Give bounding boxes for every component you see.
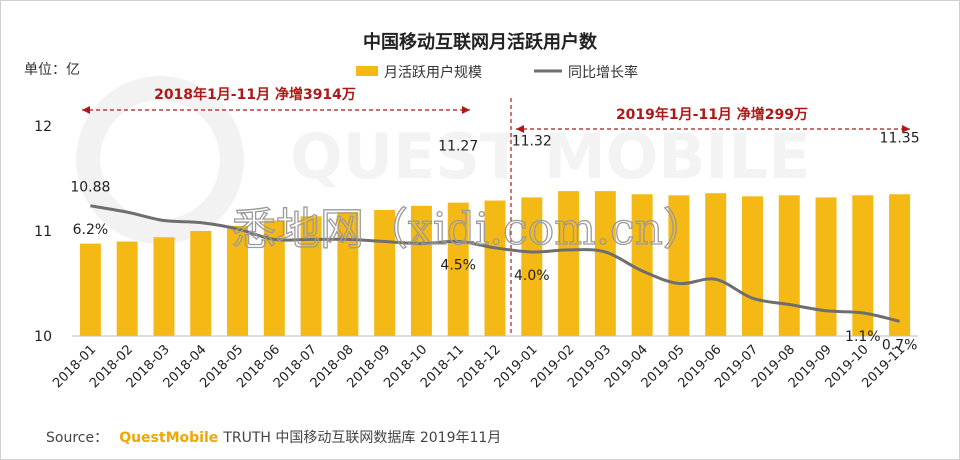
bar [337,212,359,336]
annotation-right-arrow-end-icon [902,125,910,133]
bar [558,191,580,336]
legend: 月活跃用户规模 同比增长率 [356,64,638,81]
legend-swatch-bar [356,66,378,76]
bar [484,200,506,336]
bar-series [79,191,911,336]
bar [668,195,690,336]
bar [410,205,432,336]
bar [190,231,212,336]
bar [227,225,249,336]
bar [153,237,175,336]
line-value-label: 6.2% [73,222,109,238]
brand-watermark: QUEST MOBILE [76,76,811,244]
y-axis: 10 11 12 [34,119,52,345]
line-series [90,204,900,323]
bar [705,193,727,336]
bar [741,196,763,336]
annotation-right-arrow-start-icon [516,125,524,133]
y-tick-label: 10 [34,329,52,345]
growth-line [90,204,900,323]
source-suffix: TRUTH 中国移动互联网数据库 2019年11月 [222,430,501,446]
y-tick-label: 11 [34,224,52,240]
chart-title: 中国移动互联网月活跃用户数 [363,31,598,53]
brand-watermark-text: QUEST MOBILE [290,120,811,193]
annotation-left-text: 2018年1月-11月 净增3914万 [154,86,356,103]
source-note: Source： QuestMobile TRUTH 中国移动互联网数据库 201… [46,427,501,446]
legend-label-bar: 月活跃用户规模 [384,64,482,81]
bar-value-label: 11.35 [880,130,920,146]
unit-label: 单位：亿 [24,62,80,78]
bar-value-label: 11.32 [512,133,552,149]
site-watermark: 悉地网（xidi.com.cn） [232,204,707,255]
annotation-left: 2018年1月-11月 净增3914万 [82,86,470,114]
annotation-right: 2019年1月-11月 净增299万 [516,106,910,133]
source-brand: QuestMobile [119,430,218,446]
data-labels: 10.88 11.27 11.32 11.35 6.2% 4.5% 4.0% 1.1%0.7% [70,130,919,353]
bar [852,195,874,336]
bar [889,194,911,336]
line-value-label: 4.5% [440,258,476,274]
legend-label-line: 同比增长率 [568,64,638,81]
y-tick-label: 12 [34,119,52,135]
bar [631,194,653,336]
bar [521,197,543,336]
source-prefix: Source： [46,430,108,446]
line-value-label: 0.7% [882,337,918,353]
svg-text:Source： QuestMobile: Source： QuestMobile TRUTH 中国移动互联网数据库 201… [46,427,501,446]
bar [263,220,285,336]
bar [778,195,800,336]
annotation-right-text: 2019年1月-11月 净增299万 [616,106,808,123]
annotation-left-arrow-start-icon [82,106,90,114]
bar-value-label: 10.88 [70,180,110,196]
bar [447,202,469,336]
brand-watermark-logo-icon [76,76,244,244]
bar-value-label: 11.27 [438,139,478,155]
line-value-label: 1.1% [845,329,881,345]
bar [116,241,138,336]
bar [594,191,616,336]
line-value-label: 4.0% [514,268,550,284]
x-axis: 2018-012018-022018-032018-042018-052018-… [50,335,918,391]
annotation-left-arrow-end-icon [462,106,470,114]
bar [79,243,101,336]
bar [815,197,837,336]
bar [300,216,322,336]
